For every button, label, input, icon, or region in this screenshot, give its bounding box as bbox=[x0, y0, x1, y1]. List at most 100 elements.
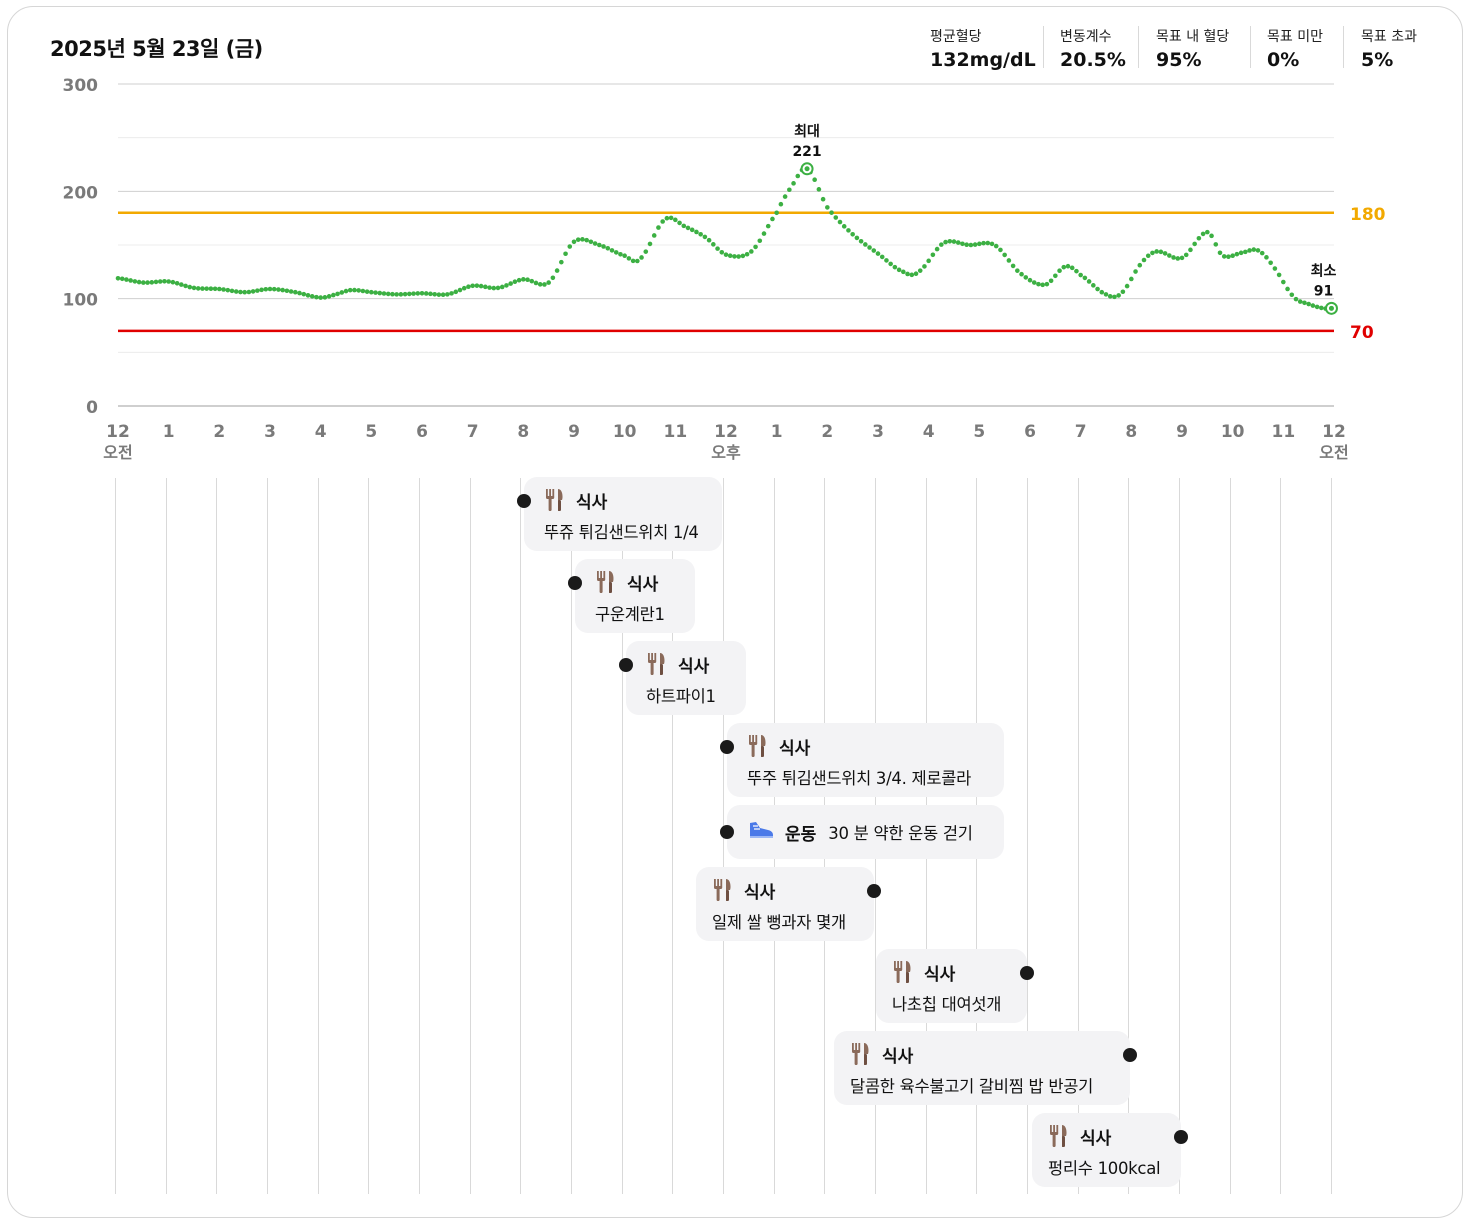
stat-average-glucose: 평균혈당 132mg/dL bbox=[930, 26, 1036, 71]
glucose-point bbox=[1196, 235, 1202, 241]
glucose-point bbox=[1112, 294, 1117, 300]
glucose-point bbox=[639, 255, 644, 260]
glucose-point bbox=[993, 243, 999, 249]
glucose-point bbox=[200, 286, 205, 291]
event-type: 식사 bbox=[678, 656, 710, 677]
event-header: 식사 bbox=[892, 959, 1011, 985]
glucose-point bbox=[204, 286, 209, 291]
event-card[interactable]: 식사 일제 쌀 뻥과자 몇개 bbox=[696, 867, 874, 941]
glucose-point bbox=[415, 291, 421, 296]
utensils-icon bbox=[544, 487, 566, 513]
event-time-dot bbox=[1123, 1048, 1137, 1062]
glucose-point bbox=[559, 259, 564, 265]
glucose-point bbox=[233, 289, 239, 294]
glucose-point bbox=[1213, 242, 1219, 247]
glucose-point bbox=[1006, 258, 1012, 263]
glucose-point bbox=[622, 253, 627, 259]
event-card[interactable]: 식사 하트파이1 bbox=[626, 641, 746, 715]
utensils-icon bbox=[1048, 1123, 1070, 1149]
glucose-point bbox=[892, 264, 898, 270]
glucose-point bbox=[575, 237, 581, 242]
x-period-label: 오전 bbox=[103, 443, 132, 462]
glucose-point bbox=[276, 287, 281, 292]
glucose-point bbox=[1053, 273, 1058, 279]
glucose-point bbox=[1167, 253, 1172, 258]
glucose-point bbox=[867, 245, 872, 250]
glucose-point bbox=[668, 215, 674, 221]
glucose-point bbox=[1183, 252, 1189, 258]
glucose-point bbox=[922, 264, 927, 269]
glucose-point bbox=[879, 254, 885, 260]
event-card[interactable]: 식사 구운계란1 bbox=[575, 559, 695, 633]
glucose-point bbox=[1188, 247, 1193, 253]
glucose-point bbox=[765, 223, 771, 229]
stat-divider bbox=[1250, 26, 1251, 68]
glucose-point bbox=[1255, 248, 1261, 253]
glucose-point bbox=[115, 275, 121, 281]
event-time-dot bbox=[720, 740, 734, 754]
stat-label: 평균혈당 bbox=[930, 29, 982, 45]
glucose-point bbox=[238, 289, 243, 295]
utensils-icon bbox=[595, 569, 617, 595]
glucose-point bbox=[677, 220, 682, 226]
glucose-point bbox=[1002, 252, 1007, 258]
event-card[interactable]: 식사 펑리수 100kcal bbox=[1032, 1113, 1181, 1187]
glucose-point bbox=[770, 216, 775, 222]
event-card[interactable]: 식사 나초칩 대여섯개 bbox=[876, 949, 1027, 1023]
shoe-icon bbox=[747, 819, 775, 845]
x-tick-label: 3 bbox=[872, 422, 884, 442]
glucose-point bbox=[698, 231, 703, 237]
stat-coefficient-of-variation: 변동계수 20.5% bbox=[1060, 26, 1126, 71]
glucose-point bbox=[618, 251, 623, 257]
glucose-point bbox=[516, 277, 522, 283]
glucose-point bbox=[1107, 294, 1113, 299]
glucose-point bbox=[964, 242, 969, 248]
stat-divider bbox=[1138, 26, 1139, 68]
x-tick-label: 8 bbox=[517, 422, 529, 442]
glucose-point bbox=[1268, 260, 1273, 266]
x-tick-label: 5 bbox=[973, 422, 985, 442]
event-header: 운동 bbox=[747, 819, 816, 845]
event-header: 식사 bbox=[747, 733, 988, 759]
glucose-point bbox=[563, 251, 568, 257]
event-card[interactable]: 식사 뚜쥬 튀김샌드위치 1/4 bbox=[524, 477, 722, 551]
stat-label: 목표 내 혈당 bbox=[1156, 29, 1230, 45]
event-time-dot bbox=[1174, 1130, 1188, 1144]
glucose-point bbox=[609, 248, 615, 253]
event-card[interactable]: 식사 뚜주 튀김샌드위치 3/4. 제로콜라 bbox=[727, 723, 1004, 797]
glucose-point bbox=[305, 293, 311, 298]
event-card[interactable]: 식사 달콤한 육수불고기 갈비찜 밥 반공기 bbox=[834, 1031, 1130, 1105]
glucose-point bbox=[863, 242, 868, 247]
event-time-dot bbox=[568, 576, 582, 590]
event-time-dot bbox=[1020, 966, 1034, 980]
glucose-point bbox=[711, 242, 716, 247]
glucose-point bbox=[1154, 249, 1159, 254]
glucose-point bbox=[597, 242, 602, 248]
glucose-point bbox=[423, 291, 429, 296]
event-description: 펑리수 100kcal bbox=[1048, 1159, 1161, 1178]
glucose-point bbox=[280, 287, 285, 293]
glucose-point bbox=[1116, 293, 1121, 298]
x-tick-label: 12 bbox=[1322, 422, 1346, 442]
glucose-point bbox=[651, 233, 657, 238]
glucose-point bbox=[647, 241, 653, 247]
x-tick-label: 12 bbox=[106, 422, 130, 442]
glucose-point bbox=[288, 289, 294, 294]
glucose-point bbox=[934, 246, 940, 252]
glucose-point bbox=[191, 285, 197, 291]
glucose-point bbox=[1040, 282, 1045, 288]
glucose-point bbox=[858, 239, 864, 244]
hour-gridline bbox=[419, 478, 420, 1194]
glucose-point bbox=[157, 279, 163, 284]
glucose-point bbox=[981, 240, 986, 246]
event-type: 식사 bbox=[627, 574, 659, 595]
glucose-point bbox=[727, 253, 733, 259]
glucose-point bbox=[884, 258, 889, 263]
glucose-point bbox=[1036, 281, 1041, 287]
event-card[interactable]: 운동 30 분 약한 운동 걷기 bbox=[727, 805, 1004, 859]
glucose-point bbox=[195, 286, 201, 291]
glucose-point bbox=[394, 292, 399, 297]
stat-value: 95% bbox=[1156, 49, 1202, 71]
glucose-point bbox=[1302, 300, 1307, 306]
glucose-point bbox=[128, 278, 133, 283]
